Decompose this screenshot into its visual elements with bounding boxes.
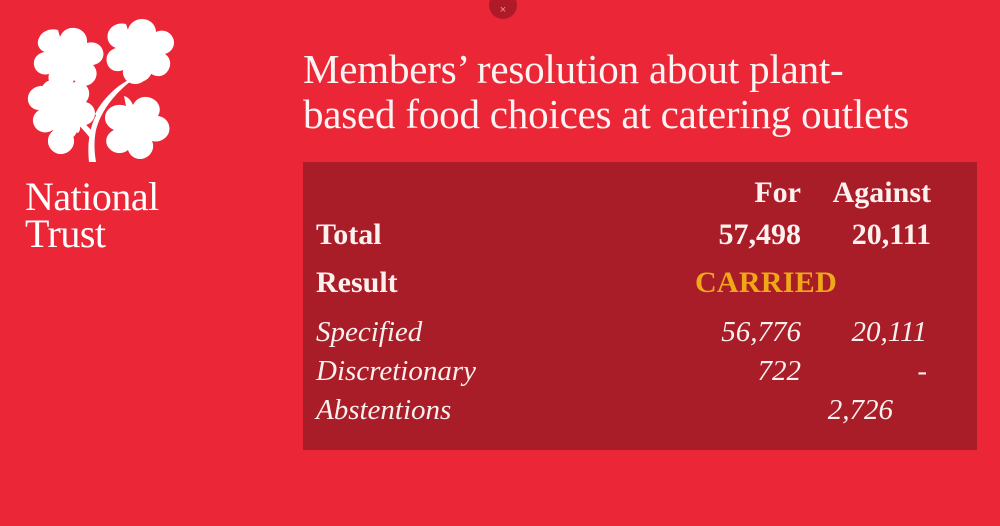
row-against-discretionary: - [917,355,927,387]
close-icon: × [499,4,507,16]
header-for-cell: For [754,176,801,209]
row-for-discretionary: 722 [757,355,802,387]
logo-wordmark-line-2: Trust [25,211,106,257]
page-title-line-1: Members’ resolution about plant- [303,46,844,93]
national-trust-logo: National Trust [14,14,204,257]
logo-wordmark: National Trust [25,174,204,257]
oak-leaves-acorn-sprig-icon [27,19,175,162]
row-label-specified: Specified [316,316,423,348]
table-row-result: Result CARRIED [316,266,947,316]
row-label-result: Result [316,266,398,299]
row-against-specified: 20,111 [851,316,927,348]
close-button[interactable]: × [489,0,517,19]
row-value-abstentions: 2,726 [827,394,893,426]
row-label-total: Total [316,218,382,251]
row-label-discretionary: Discretionary [316,355,477,387]
table-header-row: For Against [316,176,947,218]
header-against-cell: Against [832,176,931,209]
row-against-total: 20,111 [851,218,931,251]
row-for-total: 57,498 [718,218,802,251]
page-title-line-2: based food choices at catering outlets [303,90,910,137]
page-title: Members’ resolution about plant- based f… [303,47,993,136]
table-row-discretionary: Discretionary 722 - [316,355,947,394]
vote-results-panel: For Against Total 57,498 20,111 Result C… [303,162,977,450]
table-row-abstentions: Abstentions 2,726 [316,394,947,433]
status-badge-result: CARRIED [694,266,838,299]
row-for-specified: 56,776 [721,316,801,348]
table-row-specified: Specified 56,776 20,111 [316,316,947,355]
row-label-abstentions: Abstentions [316,394,452,426]
table-row-total: Total 57,498 20,111 [316,218,947,266]
logo-wordmark-line-1: National [25,174,159,219]
